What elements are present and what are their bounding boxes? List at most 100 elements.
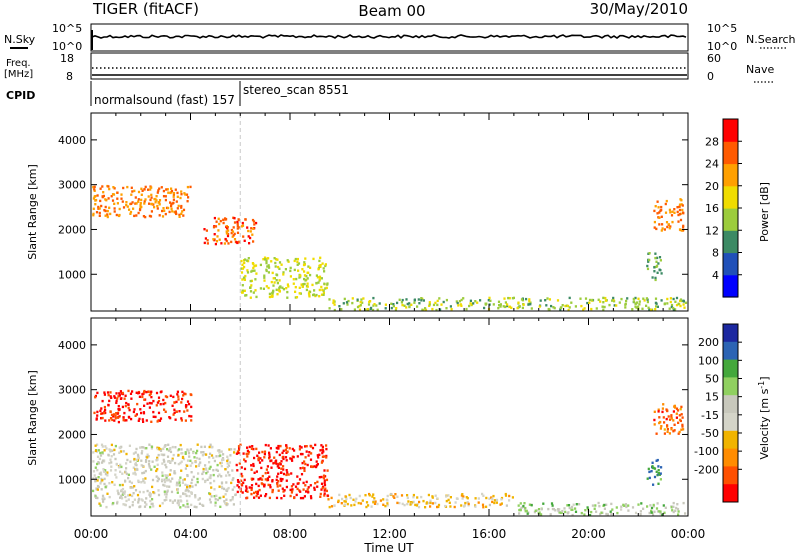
nsky-right-tick-bottom: 10^0 bbox=[707, 40, 737, 53]
velocity-cell bbox=[96, 462, 99, 466]
power-cell bbox=[246, 271, 250, 274]
velocity-cell bbox=[520, 506, 523, 509]
velocity-cell bbox=[189, 448, 192, 451]
velocity-cell bbox=[530, 504, 533, 507]
velocity-cell bbox=[143, 505, 147, 508]
velocity-cell bbox=[681, 425, 684, 428]
velocity-cell bbox=[186, 400, 190, 403]
power-cell bbox=[246, 269, 249, 272]
velocity-cell bbox=[121, 493, 124, 496]
velocity-cell bbox=[182, 504, 185, 507]
power-cell bbox=[643, 299, 646, 302]
velocity-cell bbox=[248, 445, 251, 449]
velocity-cell bbox=[206, 478, 209, 481]
power-cell bbox=[603, 305, 606, 309]
velocity-cell bbox=[248, 486, 251, 489]
velocity-cell bbox=[155, 469, 158, 473]
velocity-cell bbox=[522, 504, 525, 508]
power-cell bbox=[274, 265, 277, 268]
velocity-cell bbox=[277, 444, 280, 448]
velocity-cell bbox=[140, 446, 143, 449]
velocity-cell bbox=[218, 451, 221, 454]
velocity-cell bbox=[115, 412, 118, 415]
power-cell bbox=[308, 294, 311, 297]
velocity-cell bbox=[118, 451, 121, 454]
power-cell bbox=[248, 242, 251, 245]
power-cell bbox=[144, 198, 147, 201]
velocity-cell bbox=[289, 488, 292, 492]
velocity-cell bbox=[94, 480, 97, 483]
velocity-cell bbox=[305, 490, 308, 493]
velocity-colorbar-swatch bbox=[723, 359, 738, 378]
velocity-cell bbox=[161, 474, 164, 477]
power-cell bbox=[646, 300, 649, 304]
velocity-cell bbox=[558, 511, 561, 514]
velocity-cell bbox=[186, 499, 189, 503]
power-cell bbox=[153, 206, 156, 209]
velocity-cell bbox=[138, 395, 141, 398]
velocity-cell bbox=[672, 410, 675, 413]
velocity-cell bbox=[166, 490, 169, 493]
power-cell bbox=[309, 266, 312, 269]
velocity-cell bbox=[285, 485, 288, 489]
power-cell bbox=[508, 297, 511, 300]
power-cell bbox=[322, 267, 325, 270]
power-cell bbox=[278, 289, 281, 293]
power-cell bbox=[528, 298, 531, 301]
power-cell bbox=[266, 265, 269, 268]
power-cell bbox=[217, 229, 220, 232]
power-cell bbox=[96, 194, 99, 197]
velocity-cell bbox=[637, 503, 640, 506]
power-cell bbox=[655, 302, 658, 305]
velocity-cell bbox=[396, 495, 399, 498]
velocity-cell bbox=[447, 498, 450, 502]
velocity-cell bbox=[253, 491, 256, 495]
velocity-cell bbox=[668, 418, 672, 421]
velocity-cell bbox=[677, 432, 680, 435]
power-cell bbox=[328, 307, 331, 310]
velocity-cell bbox=[180, 419, 183, 422]
power-cell bbox=[647, 252, 650, 255]
power-cell bbox=[254, 264, 258, 267]
velocity-cell bbox=[215, 455, 218, 458]
velocity-cell bbox=[493, 501, 496, 505]
power-cell bbox=[312, 293, 315, 297]
power-cell bbox=[223, 242, 226, 245]
velocity-cell bbox=[620, 505, 623, 508]
power-cell bbox=[658, 268, 661, 271]
velocity-cell bbox=[540, 508, 543, 511]
power-cell bbox=[285, 287, 288, 290]
velocity-cell bbox=[125, 472, 128, 476]
power-cell bbox=[632, 297, 635, 301]
velocity-cell bbox=[282, 465, 285, 468]
velocity-cell bbox=[128, 493, 132, 497]
velocity-cell bbox=[283, 494, 286, 497]
power-cell bbox=[401, 298, 404, 302]
velocity-cell bbox=[201, 454, 204, 457]
velocity-cell bbox=[114, 473, 117, 476]
power-cell bbox=[284, 268, 287, 271]
velocity-cell bbox=[118, 408, 121, 411]
power-cell bbox=[98, 214, 101, 217]
velocity-cell bbox=[198, 457, 201, 461]
nsky-left-tick-bottom: 10^0 bbox=[52, 40, 82, 53]
velocity-cell bbox=[136, 453, 140, 457]
velocity-cell bbox=[318, 476, 321, 479]
velocity-cell bbox=[657, 465, 660, 468]
velocity-cell bbox=[205, 453, 208, 456]
velocity-cell bbox=[344, 495, 348, 499]
power-cell bbox=[164, 212, 167, 216]
velocity-cell bbox=[245, 485, 248, 488]
velocity-cell bbox=[316, 480, 319, 484]
velocity-cell bbox=[343, 500, 346, 503]
velocity-cell bbox=[108, 482, 111, 485]
velocity-cell bbox=[155, 391, 159, 395]
velocity-cell bbox=[177, 395, 180, 398]
velocity-cell bbox=[646, 505, 649, 508]
velocity-cell bbox=[266, 477, 269, 480]
power-cell bbox=[275, 288, 278, 291]
velocity-cell bbox=[157, 477, 160, 481]
power-cell bbox=[222, 218, 225, 221]
power-cell bbox=[303, 282, 306, 286]
